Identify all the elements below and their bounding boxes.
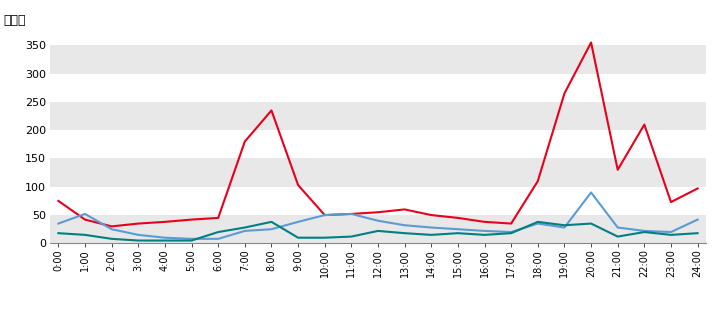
Text: 投稿数: 投稿数 [3, 14, 26, 27]
Bar [50, 215, 706, 243]
Bar [50, 31, 706, 45]
Bar [50, 74, 706, 102]
Bar [50, 130, 706, 158]
Bar [50, 158, 706, 187]
Bar [50, 45, 706, 74]
Bar [50, 187, 706, 215]
Bar [50, 102, 706, 130]
